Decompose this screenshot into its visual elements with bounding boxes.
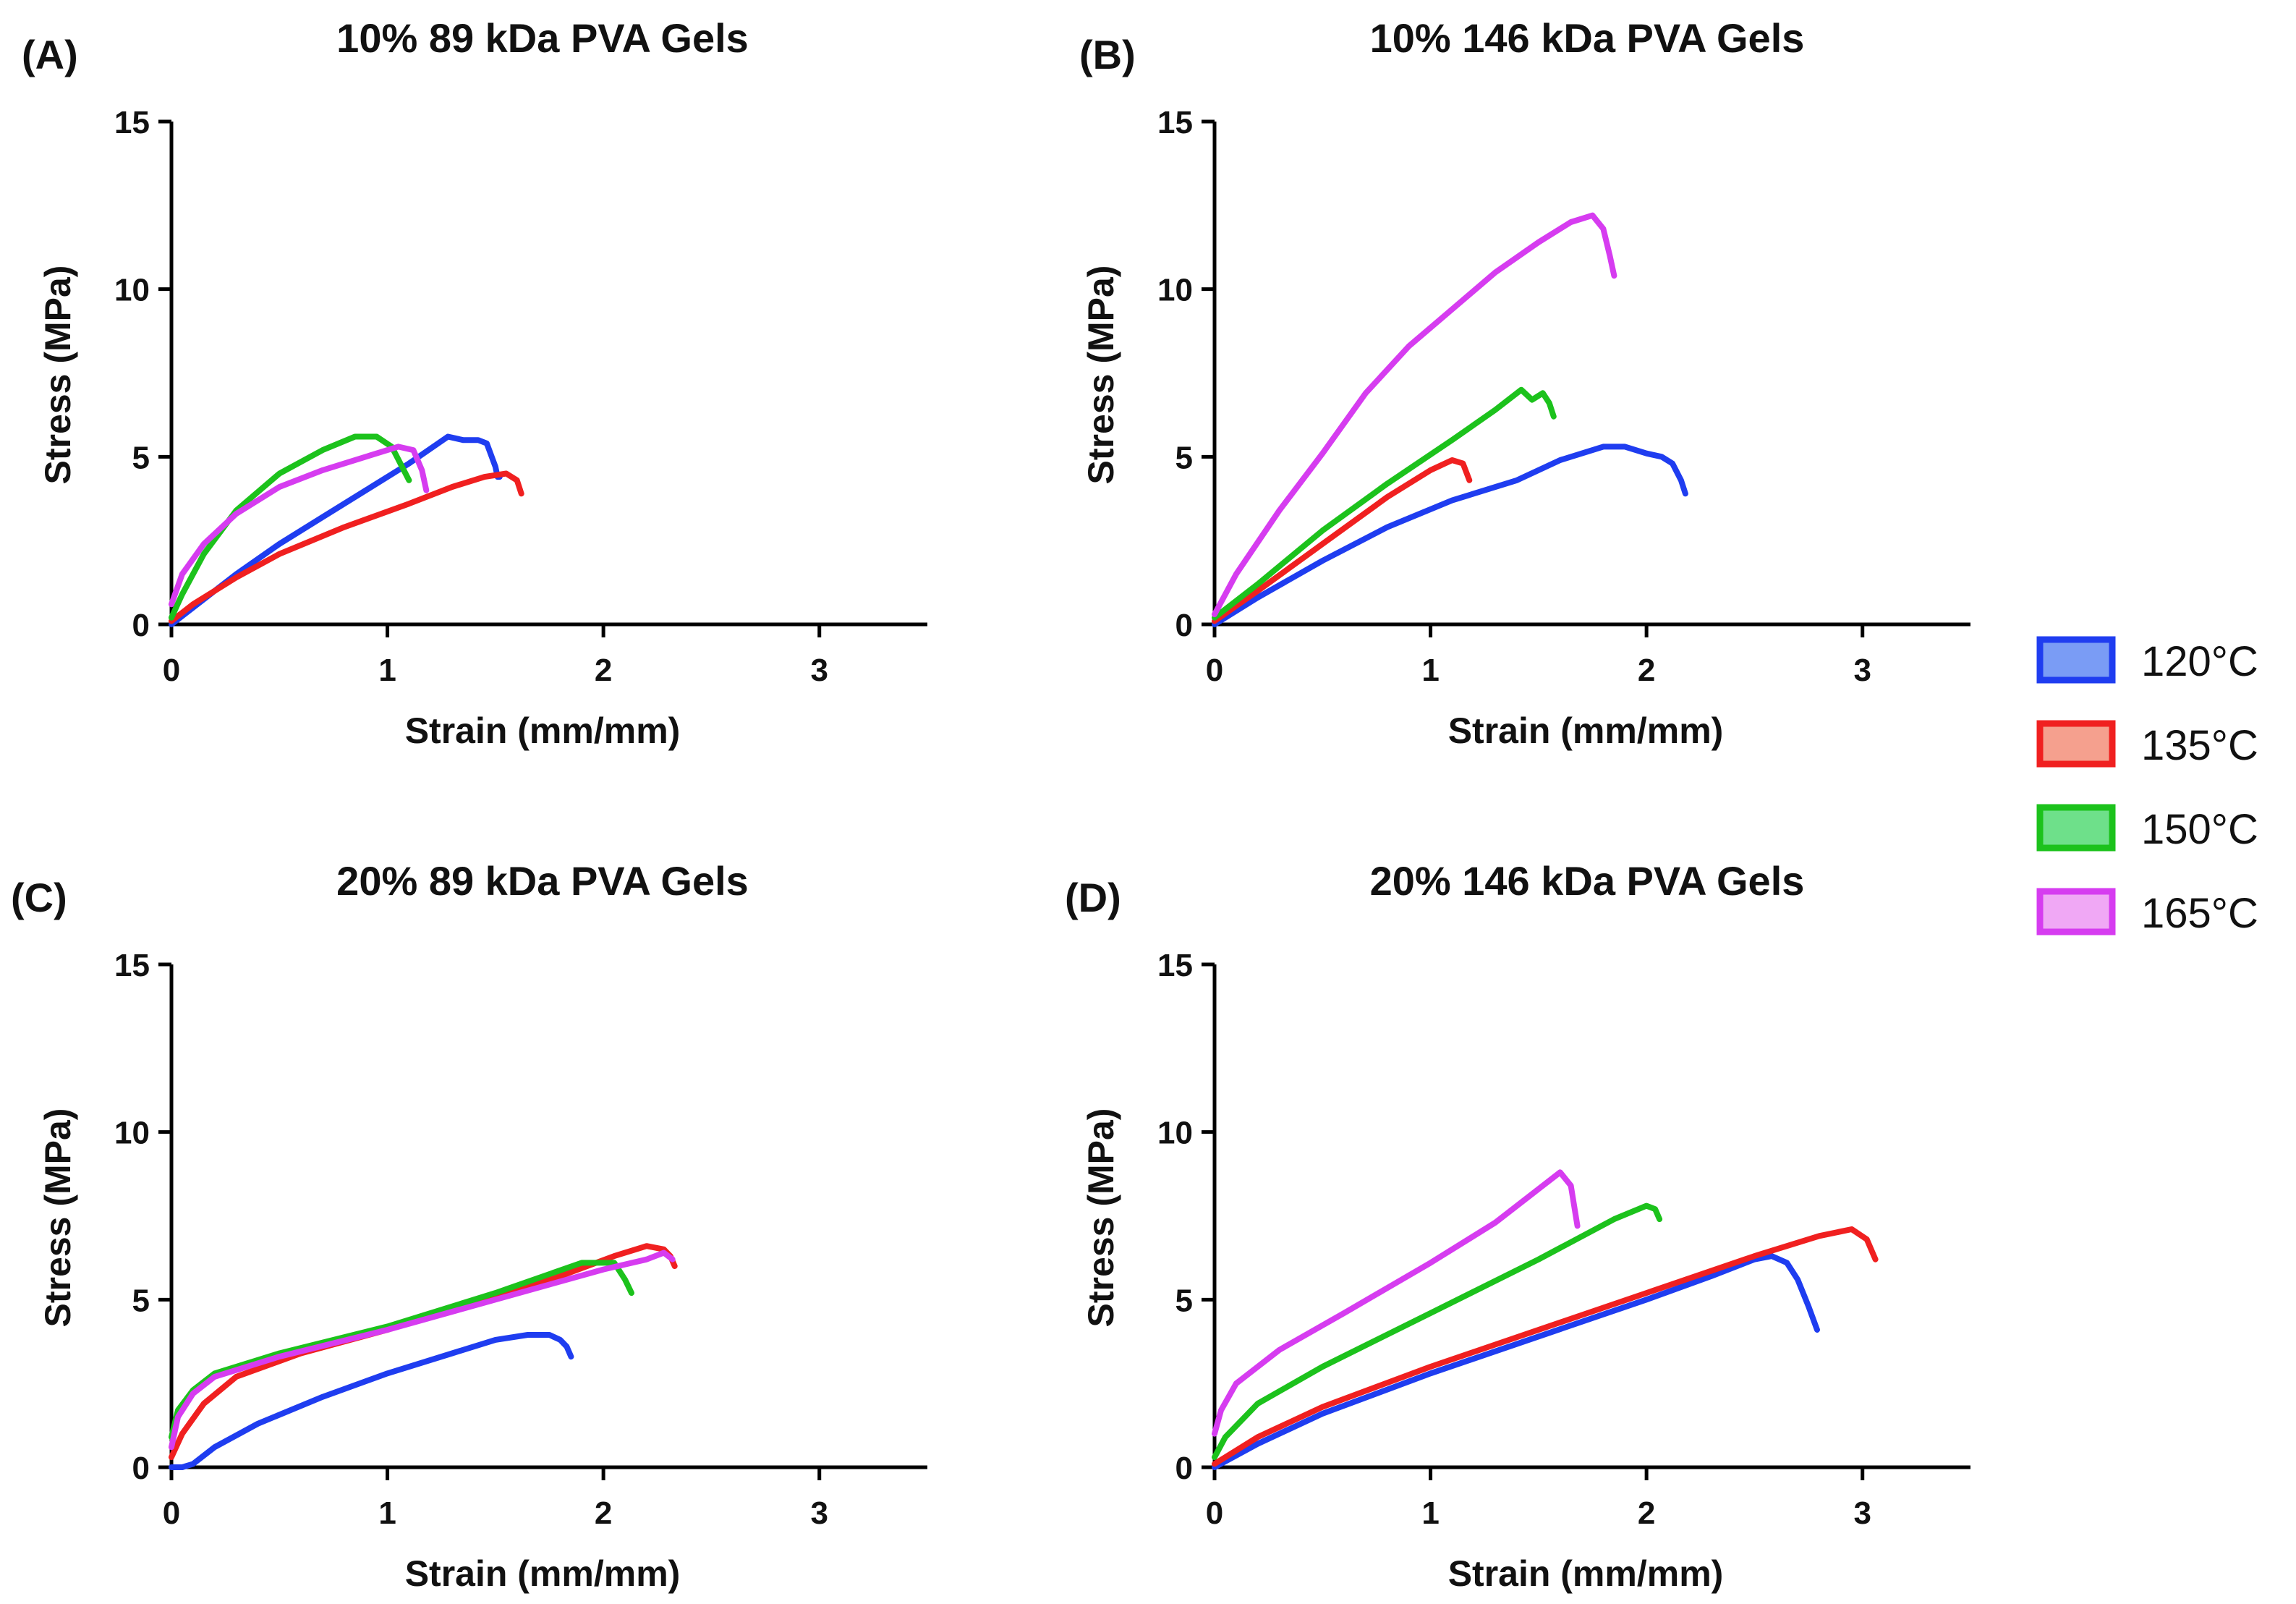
- series-line-165c: [169, 444, 430, 608]
- y-tick-label: 15: [1157, 105, 1193, 140]
- panel-label: (B): [1079, 32, 1136, 77]
- legend-item-150: 150°C: [2036, 804, 2258, 853]
- plot-area: [1212, 1169, 1879, 1470]
- y-axis-label: Stress (MPa): [38, 1108, 78, 1328]
- series-line-150c: [169, 433, 412, 621]
- plot-area: [169, 1243, 678, 1470]
- panel-label: (A): [22, 32, 78, 77]
- x-tick-label: 3: [1853, 653, 1871, 688]
- x-axis-label: Strain (mm/mm): [405, 710, 681, 751]
- axis-ticks: 0 5 10 15 0 1 2 3: [114, 105, 927, 688]
- series-line-135c: [169, 1243, 678, 1461]
- y-tick-label: 10: [114, 273, 150, 308]
- chart-title: 10% 89 kDa PVA Gels: [336, 15, 749, 61]
- x-tick-label: 3: [810, 653, 828, 688]
- series-line-150c: [169, 1260, 634, 1440]
- panel-b: (B) 10% 146 kDa PVA Gels Strain (mm/mm) …: [1079, 15, 1970, 751]
- y-tick-label: 10: [1157, 1116, 1193, 1151]
- axis-ticks: 0 5 10 15 0 1 2 3: [1157, 948, 1970, 1531]
- y-axis-label: Stress (MPa): [1081, 1108, 1121, 1328]
- y-tick-label: 15: [1157, 948, 1193, 983]
- axis-ticks: 0 5 10 15 0 1 2 3: [1157, 105, 1970, 688]
- series-line-120c: [169, 1332, 574, 1470]
- y-axis-label: Stress (MPa): [1081, 266, 1121, 485]
- y-tick-label: 5: [1175, 440, 1193, 475]
- y-tick-label: 0: [132, 608, 150, 643]
- x-tick-label: 0: [1206, 653, 1223, 688]
- series-line-165c: [169, 1249, 676, 1451]
- y-tick-label: 0: [132, 1451, 150, 1486]
- panel-label: (C): [11, 875, 67, 920]
- x-tick-label: 1: [1421, 1495, 1439, 1531]
- legend-label: 165°C: [2141, 890, 2258, 937]
- x-tick-label: 2: [595, 653, 612, 688]
- x-tick-label: 0: [163, 653, 180, 688]
- panel-label: (D): [1065, 875, 1121, 920]
- y-tick-label: 10: [114, 1116, 150, 1151]
- legend-item-165: 165°C: [2036, 888, 2258, 937]
- x-tick-label: 3: [810, 1495, 828, 1531]
- x-tick-label: 1: [378, 1495, 396, 1531]
- y-tick-label: 10: [1157, 273, 1193, 308]
- y-axis-label: Stress (MPa): [38, 266, 78, 485]
- chart-title: 10% 146 kDa PVA Gels: [1370, 15, 1805, 61]
- y-tick-label: 0: [1175, 608, 1193, 643]
- y-tick-label: 5: [1175, 1283, 1193, 1318]
- x-tick-label: 2: [1638, 1495, 1655, 1531]
- panel-a: (A) 10% 89 kDa PVA Gels Strain (mm/mm) S…: [22, 15, 927, 751]
- series-line-120c: [169, 433, 503, 627]
- y-tick-label: 0: [1175, 1451, 1193, 1486]
- panel-d: (D) 20% 146 kDa PVA Gels Strain (mm/mm) …: [1065, 858, 1970, 1594]
- chart-title: 20% 89 kDa PVA Gels: [336, 858, 749, 904]
- x-tick-label: 0: [163, 1495, 180, 1531]
- plot-area: [1212, 212, 1688, 627]
- x-tick-label: 1: [1421, 653, 1439, 688]
- series-line-165c: [1212, 1169, 1581, 1437]
- legend-label: 150°C: [2141, 806, 2258, 853]
- x-tick-label: 3: [1853, 1495, 1871, 1531]
- y-tick-label: 5: [132, 440, 150, 475]
- panel-c: (C) 20% 89 kDa PVA Gels Strain (mm/mm) S…: [11, 858, 927, 1594]
- legend-swatch: [2036, 636, 2116, 684]
- series-line-120c: [1212, 1253, 1820, 1470]
- series-line-135c: [1212, 1226, 1879, 1467]
- x-axis-label: Strain (mm/mm): [1448, 1553, 1724, 1594]
- legend-label: 120°C: [2141, 638, 2258, 685]
- x-tick-label: 2: [1638, 653, 1655, 688]
- x-tick-label: 2: [595, 1495, 612, 1531]
- axis-ticks: 0 5 10 15 0 1 2 3: [114, 948, 927, 1531]
- legend-item-120: 120°C: [2036, 636, 2258, 685]
- legend-swatch: [2036, 804, 2116, 852]
- x-tick-label: 0: [1206, 1495, 1223, 1531]
- legend-swatch: [2036, 720, 2116, 768]
- series-line-150c: [1212, 386, 1557, 621]
- x-axis-label: Strain (mm/mm): [1448, 710, 1724, 751]
- x-tick-label: 1: [378, 653, 396, 688]
- series-line-135c: [1212, 457, 1473, 624]
- y-tick-label: 15: [114, 948, 150, 983]
- series-line-120c: [1212, 444, 1688, 627]
- legend-label: 135°C: [2141, 722, 2258, 769]
- y-tick-label: 15: [114, 105, 150, 140]
- legend: 120°C 135°C 150°C 165°C: [2036, 636, 2258, 937]
- plot-area: [169, 433, 524, 627]
- series-line-135c: [169, 470, 524, 624]
- chart-title: 20% 146 kDa PVA Gels: [1370, 858, 1805, 904]
- legend-swatch: [2036, 888, 2116, 935]
- x-axis-label: Strain (mm/mm): [405, 1553, 681, 1594]
- y-tick-label: 5: [132, 1283, 150, 1318]
- legend-item-135: 135°C: [2036, 720, 2258, 769]
- series-line-150c: [1212, 1202, 1663, 1461]
- series-line-165c: [1212, 212, 1617, 618]
